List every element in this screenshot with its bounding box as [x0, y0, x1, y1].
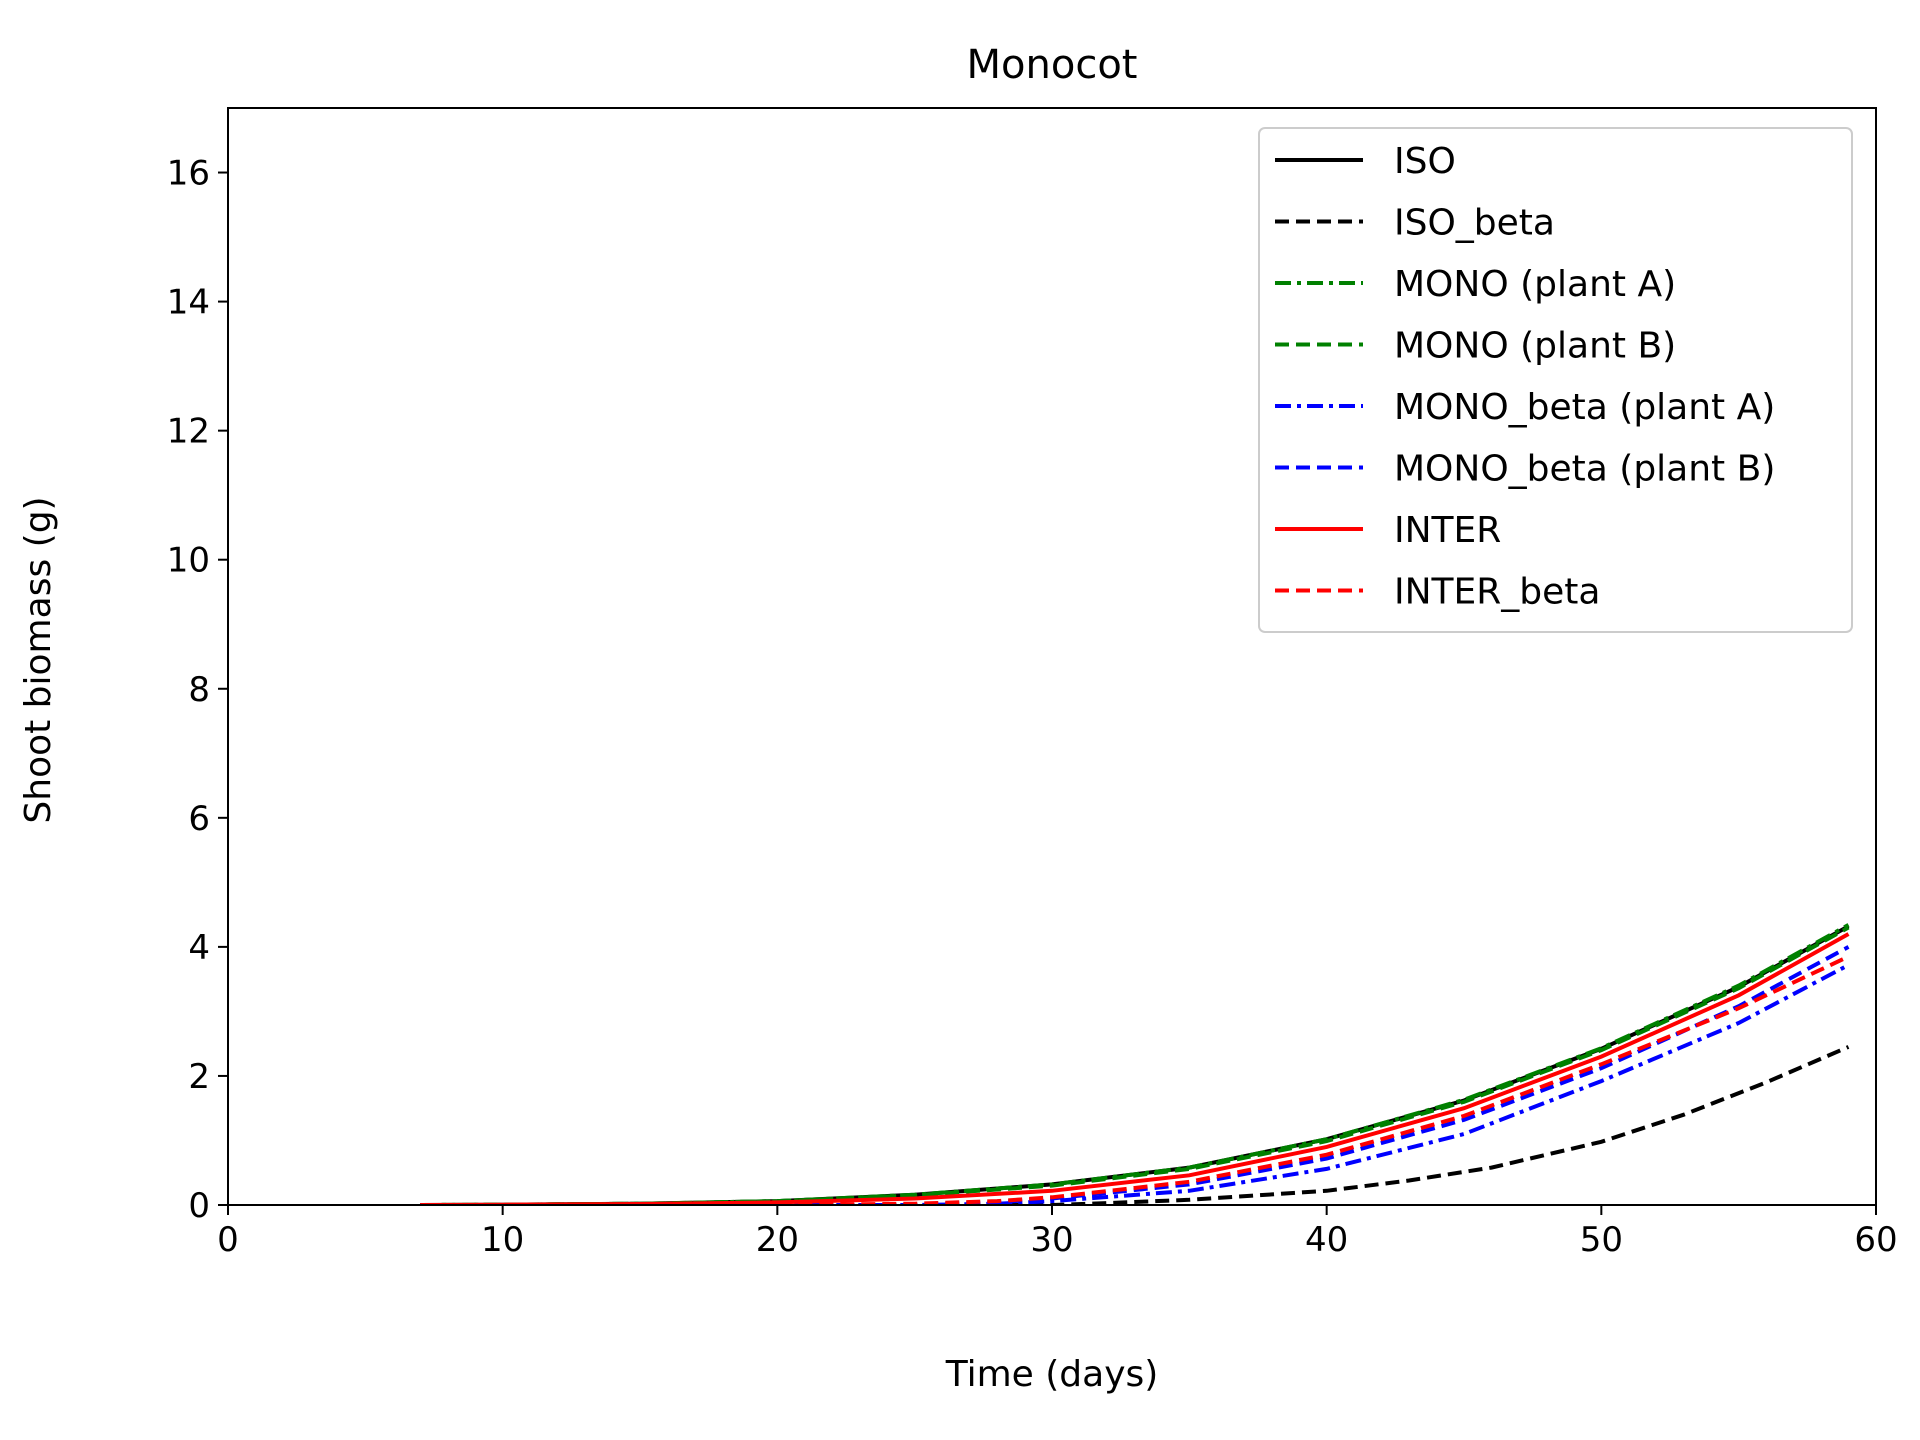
y-tick-label-6: 12 [167, 412, 210, 452]
x-tick-label-0: 0 [217, 1220, 239, 1260]
y-tick-label-2: 4 [188, 928, 210, 968]
x-tick-label-4: 40 [1305, 1220, 1348, 1260]
legend-label-5: MONO_beta (plant B) [1394, 449, 1775, 490]
y-tick-label-4: 8 [188, 670, 210, 710]
legend-label-1: ISO_beta [1394, 203, 1555, 244]
series-line-4 [420, 963, 1850, 1205]
series-line-7 [420, 954, 1850, 1205]
series-line-2 [420, 923, 1850, 1205]
legend-label-7: INTER_beta [1394, 572, 1600, 613]
series-line-0 [420, 924, 1850, 1205]
series-line-5 [420, 945, 1850, 1205]
legend-label-4: MONO_beta (plant A) [1394, 387, 1775, 428]
series-line-6 [420, 932, 1850, 1205]
series-line-3 [420, 925, 1850, 1205]
legend: ISO ISO_beta MONO (plant A) MONO (plant B) M… [1258, 127, 1853, 633]
legend-label-6: INTER [1394, 510, 1501, 551]
x-tick-label-3: 30 [1030, 1220, 1073, 1260]
x-tick-label-1: 10 [481, 1220, 524, 1260]
chart-title: Monocot [967, 42, 1138, 88]
y-tick-label-0: 0 [188, 1186, 210, 1226]
x-tick-label-5: 50 [1580, 1220, 1623, 1260]
y-axis-label: Shoot biomass (g) [18, 496, 59, 823]
y-tick-label-3: 6 [188, 799, 210, 839]
plot-area [420, 923, 1850, 1205]
legend-label-3: MONO (plant B) [1394, 326, 1676, 367]
x-tick-label-2: 20 [756, 1220, 799, 1260]
axes: 0 10 20 30 40 50 60 0 2 4 6 8 10 12 14 16 [167, 107, 1898, 1260]
legend-label-2: MONO (plant A) [1394, 264, 1676, 305]
x-axis-label: Time (days) [945, 1354, 1159, 1395]
y-tick-label-7: 14 [167, 283, 210, 323]
y-tick-label-8: 16 [167, 154, 210, 194]
x-tick-label-6: 60 [1854, 1220, 1897, 1260]
y-tick-label-5: 10 [167, 541, 210, 581]
legend-label-0: ISO [1394, 141, 1456, 182]
series-line-1 [420, 1045, 1850, 1205]
y-tick-label-1: 2 [188, 1057, 210, 1097]
legend-box [1258, 127, 1853, 633]
